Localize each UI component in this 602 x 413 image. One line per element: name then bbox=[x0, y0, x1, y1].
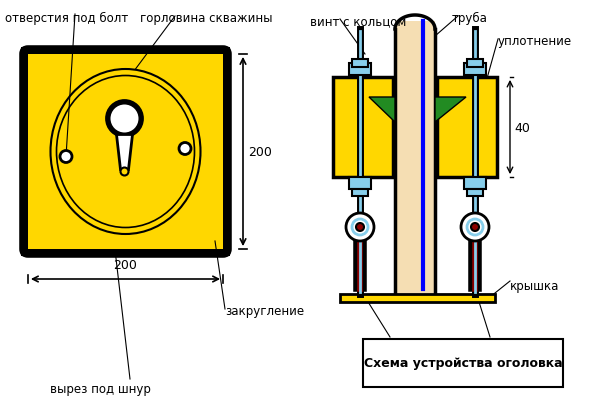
Text: горловина скважины: горловина скважины bbox=[140, 12, 273, 25]
Circle shape bbox=[471, 223, 479, 231]
Bar bbox=[349, 178, 371, 190]
Text: крышка: крышка bbox=[510, 279, 559, 292]
Bar bbox=[395, 22, 435, 294]
Bar bbox=[467, 190, 483, 197]
Bar bbox=[21, 48, 230, 256]
Bar bbox=[340, 294, 495, 302]
Bar bbox=[464, 64, 486, 76]
Text: уплотнение: уплотнение bbox=[498, 35, 572, 48]
Circle shape bbox=[193, 219, 223, 249]
Circle shape bbox=[120, 168, 128, 176]
Bar bbox=[349, 64, 371, 76]
Text: винт с кольцом: винт с кольцом bbox=[310, 15, 406, 28]
Circle shape bbox=[467, 219, 483, 235]
Text: закругление: закругление bbox=[225, 304, 304, 317]
Bar bbox=[333, 78, 393, 178]
Circle shape bbox=[461, 214, 489, 242]
Circle shape bbox=[28, 55, 58, 85]
Text: 40: 40 bbox=[514, 121, 530, 134]
Polygon shape bbox=[435, 98, 466, 123]
Bar bbox=[464, 178, 486, 190]
Circle shape bbox=[346, 214, 374, 242]
Text: провод: провод bbox=[468, 339, 512, 352]
Text: 200: 200 bbox=[248, 146, 272, 159]
Text: вырез под шнур: вырез под шнур bbox=[49, 382, 150, 395]
Text: 200: 200 bbox=[114, 259, 137, 271]
Circle shape bbox=[193, 55, 223, 85]
Circle shape bbox=[356, 223, 364, 231]
Bar bbox=[363, 339, 563, 387]
Circle shape bbox=[107, 101, 143, 137]
Bar bbox=[352, 60, 368, 68]
Circle shape bbox=[352, 219, 368, 235]
Circle shape bbox=[28, 219, 58, 249]
Circle shape bbox=[111, 105, 138, 133]
Polygon shape bbox=[369, 98, 395, 123]
Bar bbox=[352, 190, 368, 197]
Polygon shape bbox=[117, 135, 132, 170]
Bar bbox=[467, 60, 483, 68]
Text: Схема устройства оголовка: Схема устройства оголовка bbox=[364, 357, 562, 370]
Text: троса: троса bbox=[373, 339, 408, 352]
Bar bbox=[437, 78, 497, 178]
Circle shape bbox=[179, 143, 191, 155]
Text: отверстия под болт: отверстия под болт bbox=[5, 12, 128, 25]
Bar bbox=[28, 55, 223, 249]
Circle shape bbox=[60, 151, 72, 163]
Text: труба: труба bbox=[452, 12, 488, 25]
